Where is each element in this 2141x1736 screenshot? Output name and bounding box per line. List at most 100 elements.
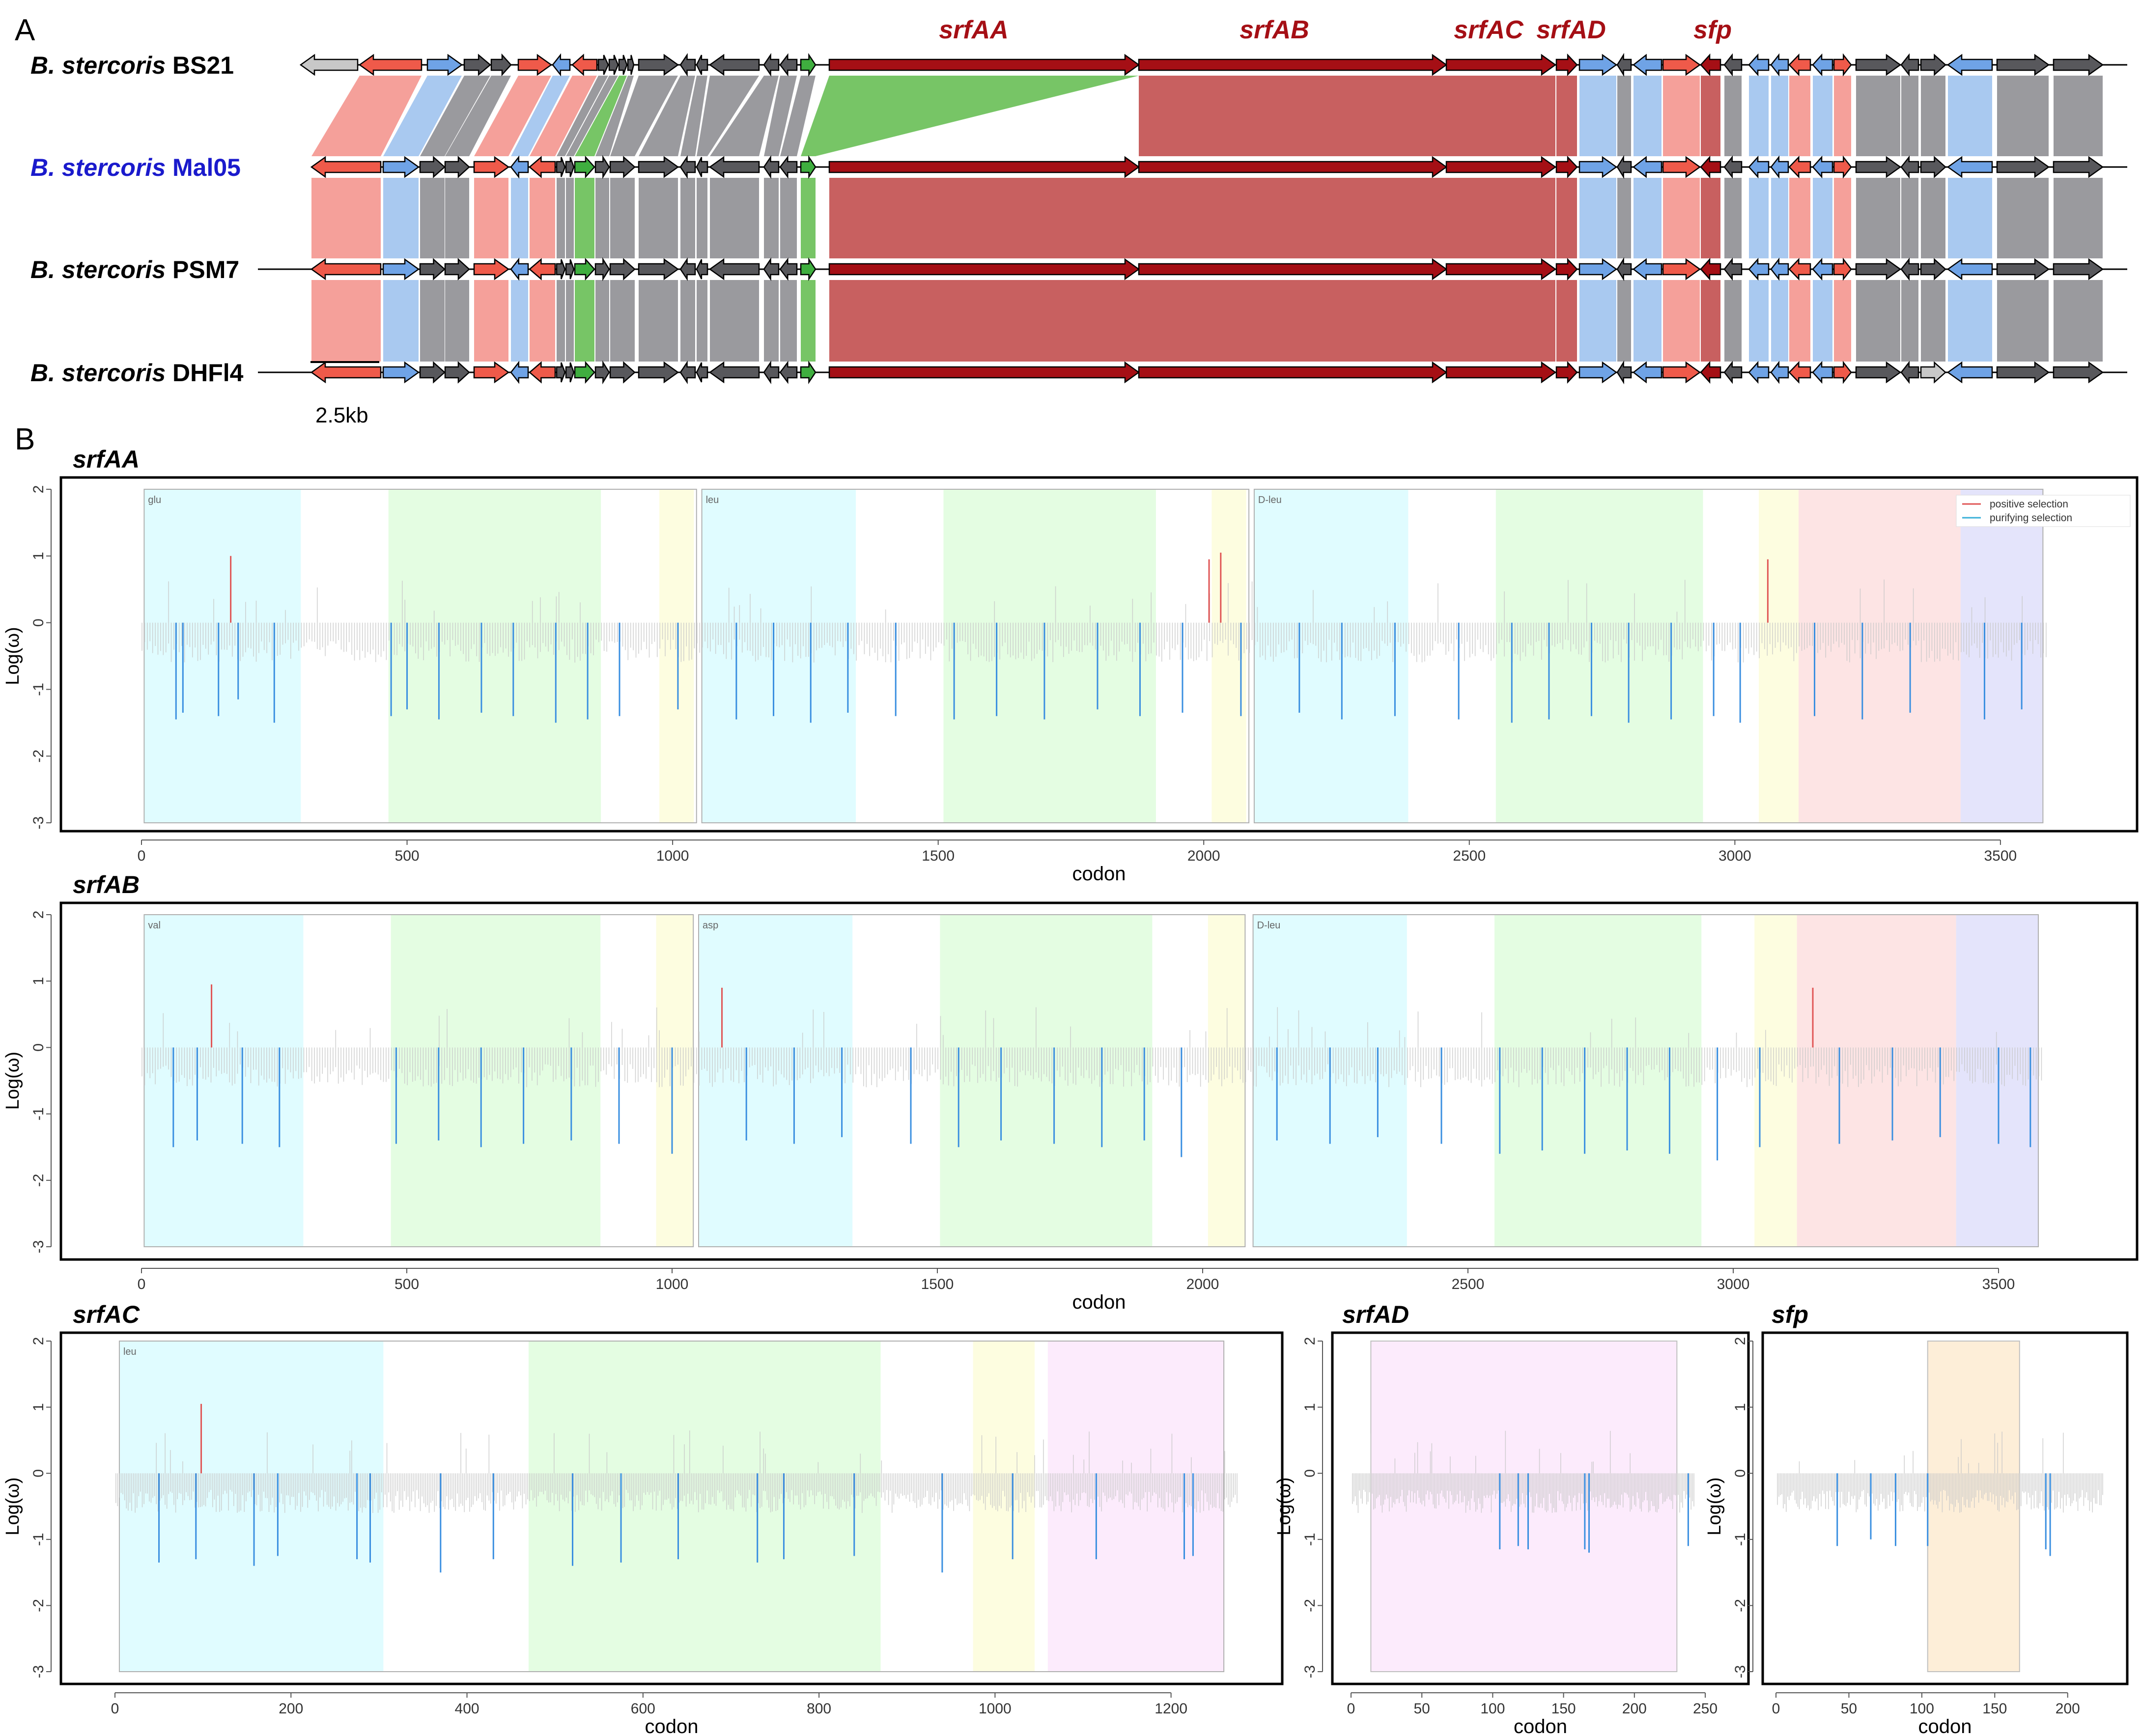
gene-arrow	[800, 257, 817, 281]
chart-title: srfAC	[73, 1301, 140, 1328]
domain-D	[1371, 1341, 1677, 1672]
gene-arrow	[1662, 258, 1701, 280]
x-tick-label: 3500	[1984, 848, 2017, 864]
module-label: D-leu	[1258, 495, 1282, 505]
domain-C	[943, 489, 1156, 823]
synteny-band	[829, 280, 1139, 362]
gene-arrow	[828, 258, 1140, 280]
synteny-band	[1834, 280, 1851, 362]
gene-arrow	[1788, 257, 1811, 281]
gene-arrow	[1996, 156, 2050, 178]
synteny-band	[1617, 178, 1631, 258]
gene-arrow	[299, 54, 359, 76]
synteny-band	[1901, 178, 1918, 258]
synteny-band	[1617, 76, 1631, 156]
gene-arrow	[608, 55, 619, 75]
gene-arrow	[1900, 155, 1919, 179]
synteny-band	[680, 178, 695, 258]
y-axis-label: Log(ω)	[1704, 1477, 1725, 1535]
synteny-band	[710, 280, 759, 362]
x-axis: 0 50 100 150 200	[1772, 1692, 2080, 1717]
genome-tracks	[258, 53, 2127, 385]
gene-arrow	[358, 54, 423, 76]
domain-C	[391, 915, 601, 1247]
y-tick-label: -3	[30, 1240, 47, 1254]
x-axis-label: codon	[645, 1716, 699, 1736]
synteny-band	[1634, 280, 1662, 362]
legend: positive selection purifying selection	[1956, 495, 2131, 527]
domain-P	[1927, 1341, 2020, 1672]
x-axis: 0 500 1000 1500 2000 2500 3000 3500	[138, 1268, 2015, 1292]
gene-arrow	[444, 361, 470, 384]
synteny-band	[474, 178, 508, 258]
gene-arrow	[1900, 257, 1919, 281]
gene-arrow	[1946, 54, 1993, 76]
gene-arrow	[473, 258, 510, 280]
gene-arrow	[618, 55, 628, 75]
species-name: B. stercoris	[30, 154, 172, 181]
gene-arrow	[1770, 53, 1789, 77]
x-tick-label: 100	[1480, 1701, 1505, 1717]
gene-arrow	[594, 360, 610, 385]
synteny-band	[1634, 76, 1662, 156]
synteny-band	[1749, 76, 1769, 156]
gene-arrow	[1996, 361, 2050, 384]
neutral-bars	[1777, 1431, 2103, 1513]
synteny-band	[1724, 76, 1742, 156]
synteny-band	[1921, 280, 1945, 362]
synteny-band	[311, 76, 422, 156]
gene-arrow	[1555, 257, 1578, 281]
y-tick-label: -2	[1302, 1599, 1318, 1612]
gene-arrow	[1616, 257, 1632, 281]
y-tick-label: -1	[30, 1107, 47, 1120]
synteny-band	[1997, 178, 2049, 258]
synteny-band	[311, 280, 381, 362]
gene-arrow	[708, 156, 760, 178]
panel-a-letter: A	[15, 13, 35, 47]
positive-bars	[230, 553, 1769, 623]
gene-label-srfAA: srfAA	[939, 16, 1009, 44]
domain-E	[1956, 915, 2038, 1247]
y-tick-label: 1	[1302, 1403, 1318, 1411]
domain-T	[1758, 489, 1799, 823]
x-axis: 0 200 400 600 800 1000 1200	[111, 1692, 1187, 1717]
y-tick-label: 0	[30, 1469, 47, 1478]
gene-arrow	[565, 259, 575, 280]
gene-arrow	[571, 54, 598, 76]
domain-T	[659, 489, 694, 823]
synteny-band	[1856, 178, 1900, 258]
synteny-band	[780, 280, 797, 362]
purifying-bars	[172, 1047, 2031, 1161]
synteny-band	[595, 178, 609, 258]
gene-arrow	[510, 361, 529, 384]
x-tick-label: 200	[1622, 1701, 1647, 1717]
chart-srfAC: srfAC leu 2 1 0 -1 -2 -3 Log(ω) 0 200 400 600 800 1000…	[2, 1301, 1284, 1736]
synteny-band	[1789, 280, 1810, 362]
synteny-band	[1813, 280, 1832, 362]
gene-arrow	[708, 361, 760, 384]
purifying-bars	[158, 1473, 1194, 1573]
synteny-band	[1813, 76, 1832, 156]
synteny-band	[1556, 76, 1577, 156]
synteny-band	[575, 280, 594, 362]
domain-D	[1047, 1341, 1224, 1672]
gene-arrow	[1578, 361, 1618, 384]
gene-arrow	[1812, 257, 1833, 281]
legend-box	[1956, 495, 2131, 527]
gene-arrow	[1578, 156, 1618, 178]
gene-arrow	[1445, 258, 1557, 280]
synteny-band	[1749, 280, 1769, 362]
y-tick-label: 2	[30, 485, 47, 494]
synteny-band	[1139, 76, 1446, 156]
x-axis-label: codon	[1072, 863, 1126, 885]
gene-label-srfAC: srfAC	[1454, 16, 1524, 44]
gene-arrow	[800, 155, 817, 179]
module-box	[701, 489, 1250, 823]
module-box	[143, 914, 694, 1247]
gene-arrow	[1900, 361, 1919, 384]
gene-arrow	[696, 55, 708, 75]
synteny-band	[697, 178, 707, 258]
purifying-bars	[175, 622, 2023, 723]
synteny-band	[1813, 178, 1832, 258]
synteny-band	[1771, 178, 1788, 258]
